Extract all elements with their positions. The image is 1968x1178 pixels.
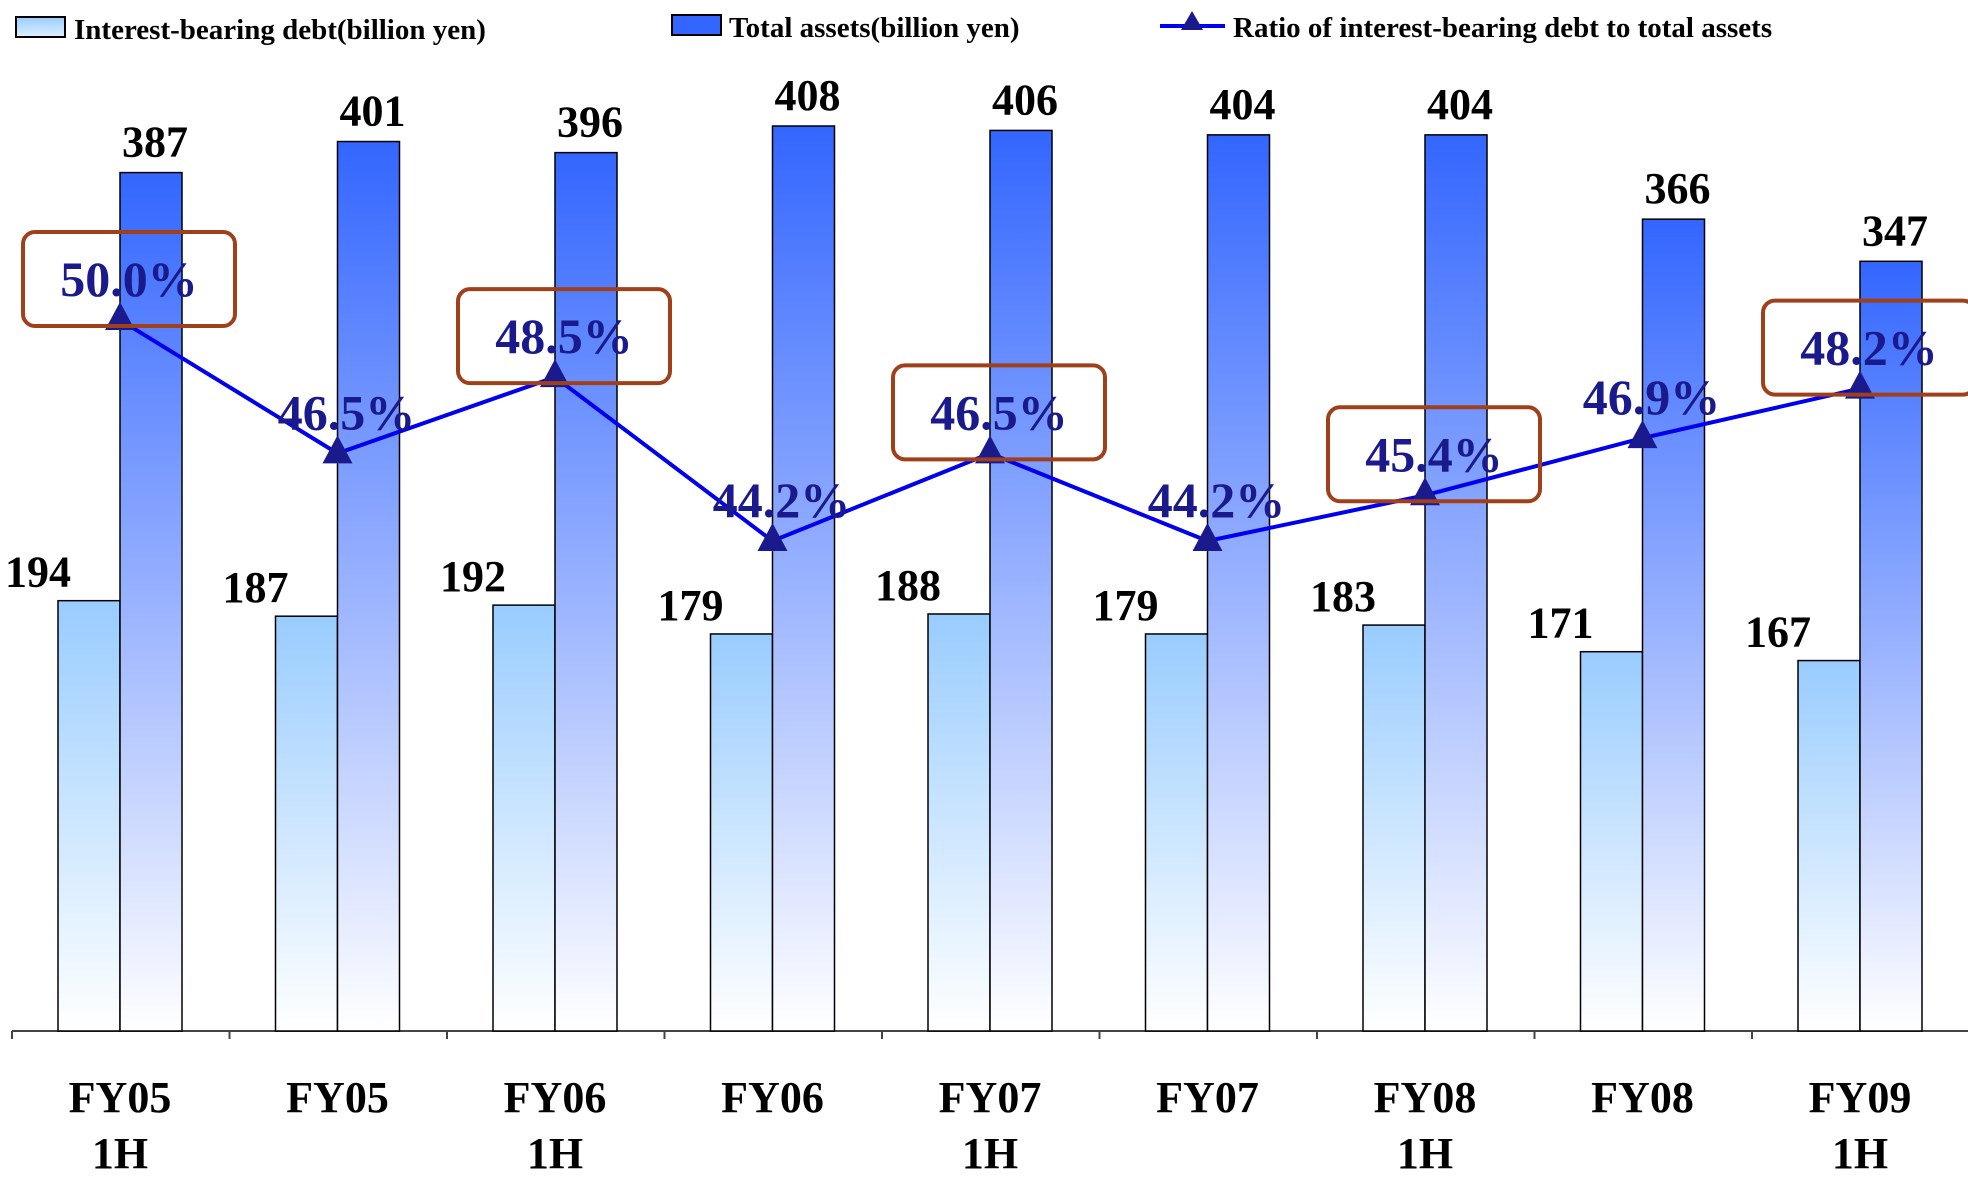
x-tick-label: FY05 bbox=[69, 1073, 172, 1122]
bar-assets bbox=[1424, 134, 1488, 1032]
highlight-box bbox=[21, 230, 237, 328]
plot-area: 194 387 FY05 1H 187 401 FY05 192 396 FY06 1H 179 408… bbox=[5, 71, 1968, 1178]
data-label-ratio: 45.4% bbox=[1365, 426, 1503, 482]
legend-marker-ratio bbox=[1181, 11, 1203, 30]
legend-label-ratio: Ratio of interest-bearing debt to total … bbox=[1233, 12, 1772, 44]
data-label-ratio: 46.5% bbox=[278, 384, 416, 440]
bar-debt bbox=[274, 615, 339, 1032]
data-label-ratio: 44.2% bbox=[1148, 472, 1286, 528]
data-label-assets: 404 bbox=[1210, 80, 1276, 129]
data-label-ratio: 48.2% bbox=[1800, 320, 1938, 376]
x-tick-label: FY05 bbox=[286, 1073, 389, 1122]
x-tick-label: FY07 bbox=[1156, 1073, 1259, 1122]
data-label-assets: 366 bbox=[1645, 164, 1711, 213]
highlight-box bbox=[1326, 405, 1542, 504]
data-label-debt: 183 bbox=[1310, 572, 1376, 621]
data-label-debt: 192 bbox=[440, 552, 506, 601]
bar-assets bbox=[119, 171, 183, 1032]
data-label-ratio: 44.2% bbox=[713, 472, 851, 528]
data-label-ratio: 48.5% bbox=[495, 308, 633, 364]
data-label-debt: 167 bbox=[1745, 608, 1811, 657]
point-ratio bbox=[1627, 420, 1658, 449]
x-tick-label: FY08 bbox=[1374, 1073, 1477, 1122]
data-label-debt: 179 bbox=[1093, 581, 1159, 630]
bar-assets bbox=[336, 140, 401, 1032]
data-label-assets: 408 bbox=[775, 71, 841, 120]
bar-assets bbox=[989, 129, 1053, 1032]
point-ratio bbox=[105, 302, 135, 330]
bar-assets bbox=[1206, 134, 1271, 1032]
x-tick-label: FY07 bbox=[939, 1073, 1042, 1122]
data-label-assets: 404 bbox=[1427, 80, 1493, 129]
point-ratio bbox=[1410, 477, 1440, 506]
data-label-ratio: 46.5% bbox=[930, 384, 1068, 440]
point-ratio bbox=[1192, 523, 1223, 551]
x-tick-label: 1H bbox=[92, 1129, 148, 1173]
bar-debt bbox=[1362, 624, 1426, 1032]
legend-label-assets: Total assets(billion yen) bbox=[729, 12, 1020, 44]
legend: Interest-bearing debt(billion yen) Total… bbox=[15, 11, 1772, 46]
point-ratio bbox=[975, 435, 1005, 464]
x-tick-label: 1H bbox=[1397, 1129, 1453, 1173]
bar-debt bbox=[709, 633, 774, 1032]
legend-swatch-debt bbox=[15, 16, 66, 38]
x-tick-label: FY06 bbox=[504, 1073, 607, 1122]
data-label-ratio: 46.9% bbox=[1583, 369, 1721, 425]
data-label-assets: 347 bbox=[1862, 206, 1928, 255]
bar-assets bbox=[1859, 260, 1923, 1032]
data-label-debt: 187 bbox=[223, 563, 289, 612]
highlight-box bbox=[1761, 298, 1968, 397]
x-tick-label: 1H bbox=[962, 1129, 1018, 1173]
bar-debt bbox=[57, 599, 121, 1032]
point-ratio bbox=[757, 523, 788, 551]
point-ratio bbox=[1845, 370, 1875, 399]
bar-debt bbox=[927, 613, 991, 1032]
data-label-debt: 171 bbox=[1528, 599, 1594, 648]
bar-debt bbox=[1144, 633, 1209, 1032]
data-label-debt: 179 bbox=[658, 581, 724, 630]
bar-debt bbox=[492, 604, 556, 1032]
x-tick-label: FY06 bbox=[721, 1073, 824, 1122]
x-tick-label: 1H bbox=[1832, 1129, 1888, 1173]
bar-assets bbox=[771, 125, 836, 1032]
bar-assets bbox=[1641, 218, 1706, 1032]
legend-swatch-assets bbox=[671, 14, 722, 36]
data-label-ratio: 50.0% bbox=[60, 251, 198, 307]
data-label-assets: 401 bbox=[340, 87, 406, 136]
data-label-assets: 396 bbox=[557, 98, 623, 147]
point-ratio bbox=[322, 435, 353, 464]
x-tick-label: FY08 bbox=[1591, 1073, 1694, 1122]
data-label-debt: 194 bbox=[5, 548, 71, 597]
highlight-box bbox=[891, 363, 1107, 462]
x-tick-label: FY09 bbox=[1809, 1073, 1912, 1122]
point-ratio bbox=[540, 359, 570, 388]
legend-label-debt: Interest-bearing debt(billion yen) bbox=[74, 14, 486, 46]
data-label-assets: 387 bbox=[122, 118, 188, 167]
data-label-debt: 188 bbox=[875, 561, 941, 610]
x-tick-label: 1H bbox=[527, 1129, 583, 1173]
bar-assets bbox=[554, 151, 618, 1032]
bar-debt bbox=[1579, 650, 1644, 1032]
highlight-box bbox=[456, 287, 672, 386]
bar-debt bbox=[1797, 659, 1861, 1032]
data-label-assets: 406 bbox=[992, 75, 1058, 124]
